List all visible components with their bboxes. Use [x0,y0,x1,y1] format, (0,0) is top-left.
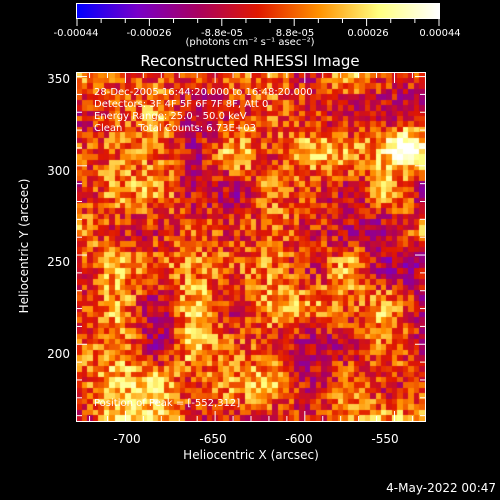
clean-counts-label: Clean Total Counts: 6.73E+03 [94,123,256,134]
colorbar [76,3,440,19]
x-tick-label: -550 [371,432,399,446]
y-tick-label: 350 [47,72,70,86]
timestamp: 4-May-2022 00:47 [386,481,496,495]
colorbar-tick-label: 0.00026 [347,28,389,39]
rhessi-image-heatmap [77,73,425,421]
y-tick-label: 250 [47,255,70,269]
plot-title: Reconstructed RHESSI Image [140,52,360,70]
detectors-label: Detectors: 3F 4F 5F 6F 7F 8F, Att 0 [94,99,269,110]
y-axis-label: Heliocentric Y (arcsec) [17,178,31,314]
energy-range-label: Energy Range: 25.0 - 50.0 keV [94,111,247,122]
x-tick-label: -600 [285,432,313,446]
x-tick-label: -700 [113,432,141,446]
colorbar-tick-label: -8.8e-05 [201,28,243,39]
colorbar-tick-label: -0.00044 [53,28,99,39]
colorbar-tick-label: 0.00044 [419,28,461,39]
x-axis-label: Heliocentric X (arcsec) [183,448,319,462]
colorbar-tick-label: 8.8e-05 [275,28,315,39]
plot-frame [76,72,426,422]
peak-position-label: Position of Peak = [-552,312] [94,398,241,409]
colorbar-units: (photons cm⁻² s⁻¹ asec⁻²) [185,37,315,48]
colorbar-tick-label: -0.00026 [126,28,172,39]
colorbar-ticks [76,19,440,26]
x-tick-label: -650 [199,432,227,446]
y-tick-label: 300 [47,164,70,178]
colorbar-gradient [77,4,439,18]
time-range-label: 28-Dec-2005 16:44:20.000 to 16:48:20.000 [94,87,313,98]
y-tick-label: 200 [47,347,70,361]
